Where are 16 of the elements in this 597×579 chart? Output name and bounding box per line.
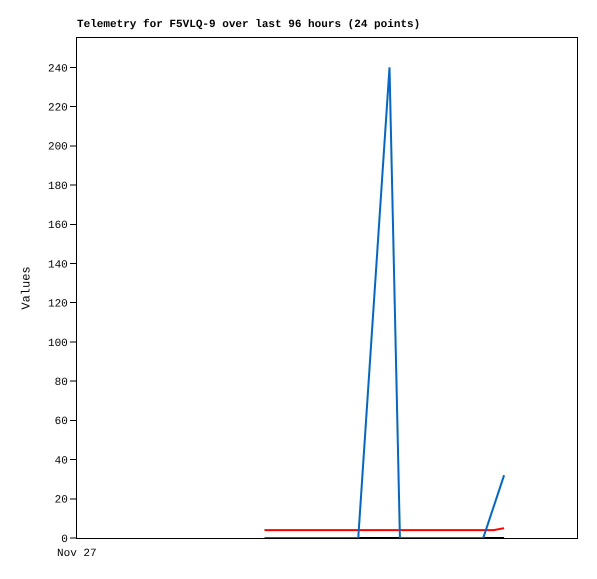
y-axis-title: Values (19, 266, 34, 310)
y-tick-label: 160 (48, 220, 68, 232)
y-tick-label: 80 (54, 376, 68, 389)
y-tick-label: 240 (48, 63, 68, 76)
text: Nov 27 (57, 548, 97, 560)
y-tick-label: 100 (48, 338, 68, 350)
y-tick-label: 180 (48, 180, 68, 193)
y-tick-label: 120 (48, 298, 68, 311)
y-tick-label: 220 (48, 102, 68, 114)
y-tick-label: 20 (54, 494, 68, 507)
chart-title: Telemetry for F5VLQ-9 over last 96 hours (24 points) (77, 18, 420, 31)
y-tick-label: 40 (54, 455, 68, 468)
y-tick-label: 0 (61, 534, 68, 546)
y-tick-label: 60 (54, 416, 68, 428)
y-tick-label: 200 (48, 142, 68, 154)
y-tick-label: 140 (48, 259, 68, 272)
